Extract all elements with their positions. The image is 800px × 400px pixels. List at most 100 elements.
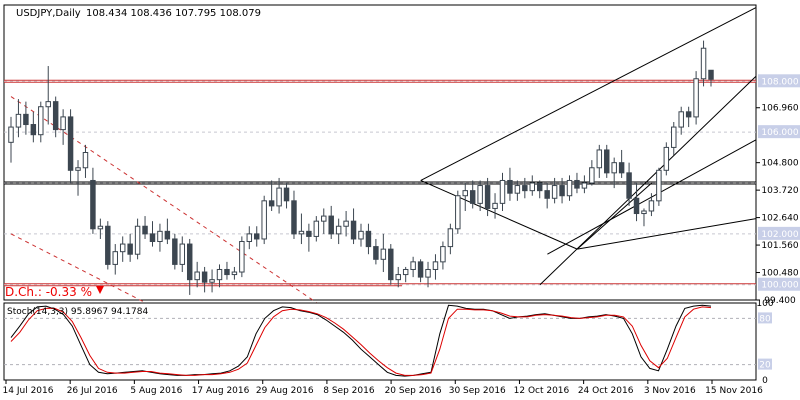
candle-body[interactable]	[172, 238, 178, 265]
candle-body[interactable]	[648, 200, 655, 212]
candle-body[interactable]	[134, 225, 141, 255]
candle-body[interactable]	[306, 230, 312, 237]
candle-body[interactable]	[529, 182, 536, 192]
candle-body[interactable]	[604, 149, 610, 174]
candle-body[interactable]	[90, 179, 96, 230]
candle-body[interactable]	[559, 185, 565, 197]
candle-body[interactable]	[365, 230, 372, 248]
candle-body[interactable]	[350, 220, 357, 240]
candle-body[interactable]	[321, 215, 327, 222]
candle-body[interactable]	[410, 261, 416, 270]
candle-body[interactable]	[566, 179, 573, 197]
candle-body[interactable]	[596, 149, 603, 169]
candle-body[interactable]	[544, 190, 550, 199]
candle-body[interactable]	[246, 233, 253, 243]
candle-body[interactable]	[551, 185, 558, 199]
candle-body[interactable]	[633, 197, 640, 215]
candle-body[interactable]	[328, 215, 334, 235]
candle-body[interactable]	[157, 230, 163, 243]
candle-body[interactable]	[231, 271, 238, 276]
candle-body[interactable]	[358, 230, 364, 240]
candle-body[interactable]	[313, 220, 320, 237]
candle-body[interactable]	[38, 106, 44, 136]
candle-body[interactable]	[216, 268, 223, 281]
candle-body[interactable]	[507, 179, 513, 194]
candle-body[interactable]	[119, 243, 126, 253]
candle-body[interactable]	[335, 225, 342, 235]
candle-body[interactable]	[373, 246, 379, 260]
candle-body[interactable]	[179, 243, 186, 265]
trend-line[interactable]	[420, 180, 578, 250]
candle-body[interactable]	[23, 113, 29, 126]
candle-body[interactable]	[455, 195, 461, 230]
candle-body[interactable]	[499, 179, 506, 204]
candle-body[interactable]	[112, 251, 118, 265]
candle-body[interactable]	[656, 169, 662, 202]
candle-body[interactable]	[626, 172, 632, 199]
candle-body[interactable]	[685, 111, 692, 118]
candle-body[interactable]	[45, 101, 51, 108]
candle-body[interactable]	[536, 182, 543, 192]
candle-body[interactable]	[261, 200, 267, 240]
candle-body[interactable]	[395, 274, 401, 281]
candle-body[interactable]	[462, 190, 468, 197]
candle-body[interactable]	[283, 187, 290, 202]
candle-body[interactable]	[343, 220, 349, 227]
candle-body[interactable]	[678, 111, 684, 128]
candle-body[interactable]	[469, 190, 476, 204]
trend-line[interactable]	[420, 7, 757, 181]
candle-body[interactable]	[618, 162, 625, 174]
candle-body[interactable]	[67, 116, 74, 171]
candle-body[interactable]	[201, 271, 208, 283]
candle-body[interactable]	[663, 146, 670, 171]
stoch-main-line[interactable]	[10, 304, 712, 377]
candle-body[interactable]	[254, 233, 260, 240]
trend-line[interactable]	[576, 182, 653, 250]
candle-body[interactable]	[194, 271, 200, 281]
trend-line[interactable]	[577, 218, 757, 250]
candle-body[interactable]	[8, 126, 14, 143]
candle-body[interactable]	[164, 230, 171, 240]
candle-body[interactable]	[514, 185, 521, 194]
candle-body[interactable]	[477, 185, 483, 204]
candle-body[interactable]	[402, 268, 409, 276]
candle-body[interactable]	[522, 185, 528, 192]
candle-body[interactable]	[574, 179, 580, 189]
candle-body[interactable]	[425, 268, 431, 278]
candle-body[interactable]	[447, 228, 454, 248]
candle-body[interactable]	[52, 101, 59, 131]
candle-body[interactable]	[209, 279, 215, 283]
candle-body[interactable]	[417, 261, 424, 278]
candle-body[interactable]	[440, 246, 446, 263]
stoch-signal-line[interactable]	[10, 306, 712, 376]
candle-body[interactable]	[186, 243, 193, 281]
candle-body[interactable]	[149, 233, 156, 243]
candle-body[interactable]	[671, 126, 677, 148]
candle-body[interactable]	[611, 162, 617, 174]
candle-body[interactable]	[581, 182, 588, 189]
candle-body[interactable]	[127, 243, 133, 255]
candle-body[interactable]	[589, 167, 595, 184]
candle-body[interactable]	[291, 200, 297, 235]
candle-body[interactable]	[97, 225, 104, 230]
candle-body[interactable]	[239, 241, 245, 273]
candle-body[interactable]	[432, 261, 439, 270]
candle-body[interactable]	[60, 116, 66, 131]
candle-body[interactable]	[484, 185, 491, 209]
candle-body[interactable]	[641, 210, 647, 215]
candle-body[interactable]	[276, 187, 282, 207]
candle-body[interactable]	[492, 202, 498, 209]
candle-body[interactable]	[30, 124, 37, 136]
candle-body[interactable]	[388, 248, 394, 281]
candle-body[interactable]	[268, 200, 275, 207]
candle-body[interactable]	[708, 69, 714, 80]
candle-body[interactable]	[700, 47, 707, 80]
candle-body[interactable]	[75, 167, 81, 171]
candle-body[interactable]	[105, 225, 111, 265]
trend-line[interactable]	[10, 233, 146, 303]
trend-line[interactable]	[539, 75, 757, 286]
candle-body[interactable]	[142, 225, 148, 235]
candle-body[interactable]	[380, 248, 387, 260]
candle-body[interactable]	[82, 152, 89, 169]
